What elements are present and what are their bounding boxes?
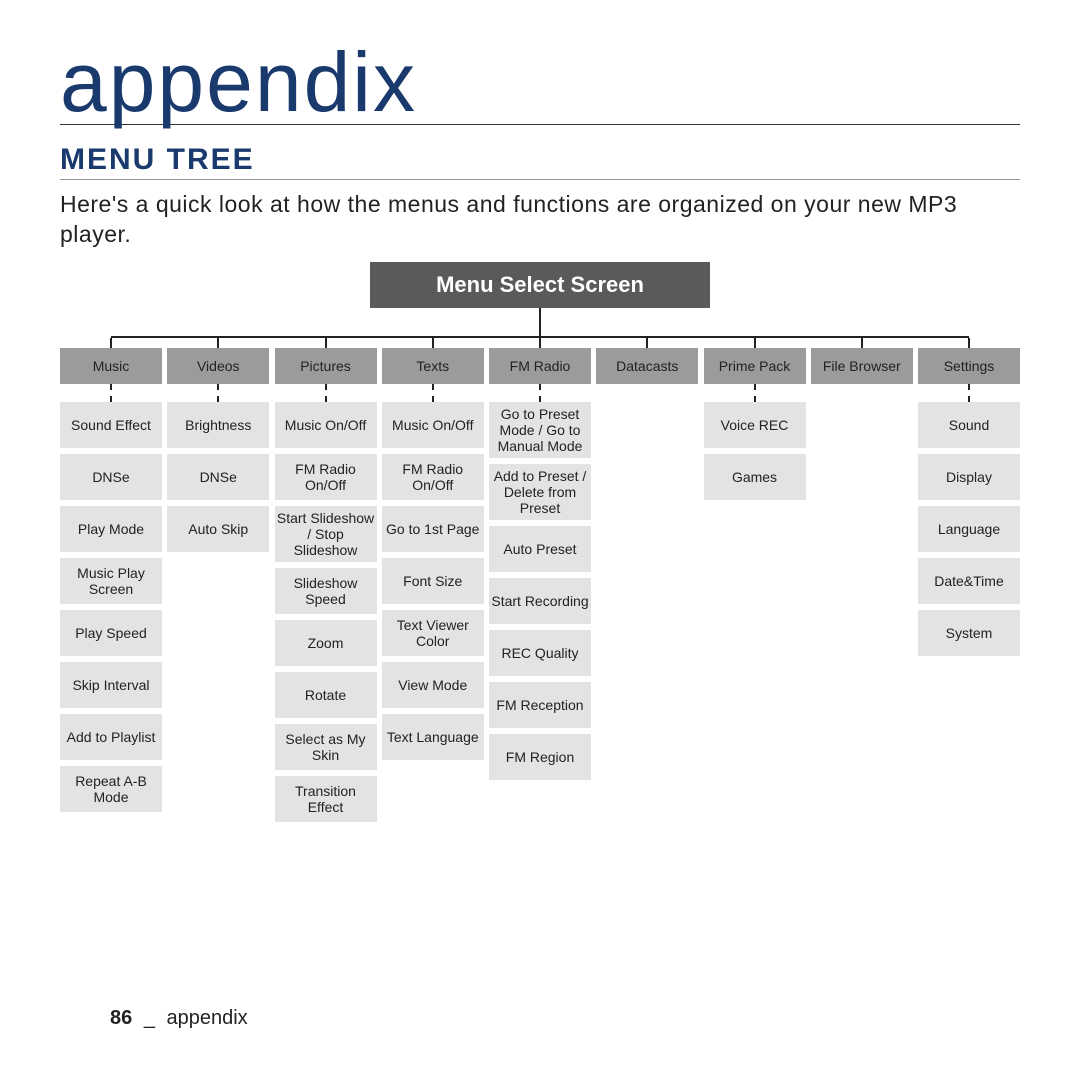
- category-box: File Browser: [811, 348, 913, 384]
- menu-item: Brightness: [167, 402, 269, 448]
- intro-text: Here's a quick look at how the menus and…: [60, 190, 1020, 250]
- menu-item: Font Size: [382, 558, 484, 604]
- page-footer: 86 _ appendix: [110, 1007, 248, 1030]
- menu-item: Play Speed: [60, 610, 162, 656]
- tree-column: Settings Sound Display Language Date&Time Sys…: [918, 338, 1020, 828]
- menu-item: Slideshow Speed: [275, 568, 377, 614]
- menu-item: Sound: [918, 402, 1020, 448]
- tree-column: Prime Pack Voice REC Games: [704, 338, 806, 828]
- category-items: Go to Preset Mode / Go to Manual Mode Add…: [489, 402, 591, 787]
- tree-tick: [968, 338, 970, 348]
- tree-root: Menu Select Screen: [370, 262, 710, 308]
- category-items: Voice REC Games: [704, 402, 806, 506]
- menu-item: Skip Interval: [60, 662, 162, 708]
- tree-column: Music Sound Effect DNSe Play Mode Music Play…: [60, 338, 162, 828]
- tree-hbar: [111, 336, 969, 338]
- menu-item: Date&Time: [918, 558, 1020, 604]
- category-box: Videos: [167, 348, 269, 384]
- menu-item: Start Slideshow / Stop Slideshow: [275, 506, 377, 562]
- menu-item: View Mode: [382, 662, 484, 708]
- tree-dash: [754, 384, 756, 402]
- category-box: FM Radio: [489, 348, 591, 384]
- tree-column: Pictures Music On/Off FM Radio On/Off Start…: [275, 338, 377, 828]
- category-box: Datacasts: [596, 348, 698, 384]
- menu-item: Games: [704, 454, 806, 500]
- menu-item: Start Recording: [489, 578, 591, 624]
- tree-column: File Browser: [811, 338, 913, 828]
- menu-item: FM Radio On/Off: [382, 454, 484, 500]
- tree-columns: MusicSound EffectDNSePlay ModeMusic Play…: [60, 338, 1020, 828]
- page-number: 86: [110, 1007, 132, 1029]
- category-items: Brightness DNSe Auto Skip: [167, 402, 269, 558]
- menu-item: Voice REC: [704, 402, 806, 448]
- menu-item: Music On/Off: [275, 402, 377, 448]
- category-box: Pictures: [275, 348, 377, 384]
- tree-tick: [110, 338, 112, 348]
- menu-item: Auto Preset: [489, 526, 591, 572]
- category-box: Settings: [918, 348, 1020, 384]
- category-items: Music On/Off FM Radio On/Off Start Slidesh…: [275, 402, 377, 828]
- tree-tick: [754, 338, 756, 348]
- menu-item: DNSe: [167, 454, 269, 500]
- tree-dash: [325, 384, 327, 402]
- tree-column: Texts Music On/Off FM Radio On/Off Go to 1s…: [382, 338, 484, 828]
- menu-item: Auto Skip: [167, 506, 269, 552]
- menu-item: Music On/Off: [382, 402, 484, 448]
- menu-item: System: [918, 610, 1020, 656]
- menu-item: Transition Effect: [275, 776, 377, 822]
- footer-label: appendix: [167, 1007, 248, 1029]
- tree-tick: [539, 338, 541, 348]
- tree-tick: [432, 338, 434, 348]
- tree-column: FM Radio Go to Preset Mode / Go to Manual…: [489, 338, 591, 828]
- menu-item: Go to 1st Page: [382, 506, 484, 552]
- category-box: Music: [60, 348, 162, 384]
- tree-column: Datacasts: [596, 338, 698, 828]
- tree-dash: [217, 384, 219, 402]
- menu-item: FM Reception: [489, 682, 591, 728]
- category-box: Prime Pack: [704, 348, 806, 384]
- tree-tick: [325, 338, 327, 348]
- menu-item: Text Language: [382, 714, 484, 760]
- menu-item: REC Quality: [489, 630, 591, 676]
- tree-dash: [539, 384, 541, 402]
- menu-item: FM Radio On/Off: [275, 454, 377, 500]
- menu-item: Play Mode: [60, 506, 162, 552]
- menu-item: FM Region: [489, 734, 591, 780]
- menu-item: Zoom: [275, 620, 377, 666]
- menu-item: Language: [918, 506, 1020, 552]
- menu-item: Add to Playlist: [60, 714, 162, 760]
- tree-dash: [110, 384, 112, 402]
- tree-dash: [432, 384, 434, 402]
- category-items: Sound Effect DNSe Play Mode Music Play Scre…: [60, 402, 162, 818]
- menu-item: Select as My Skin: [275, 724, 377, 770]
- tree-tick: [217, 338, 219, 348]
- menu-item: Rotate: [275, 672, 377, 718]
- tree-dash: [968, 384, 970, 402]
- tree-column: Videos Brightness DNSe Auto Skip: [167, 338, 269, 828]
- tree-tick: [646, 338, 648, 348]
- menu-item: Display: [918, 454, 1020, 500]
- menu-item: Add to Preset / Delete from Preset: [489, 464, 591, 520]
- category-items: Music On/Off FM Radio On/Off Go to 1st Pag…: [382, 402, 484, 766]
- footer-sep: _: [144, 1007, 155, 1029]
- tree-connector: [539, 308, 541, 336]
- section-title: MENU TREE: [60, 143, 1020, 180]
- category-items: Sound Display Language Date&Time System: [918, 402, 1020, 662]
- menu-item: Repeat A-B Mode: [60, 766, 162, 812]
- chapter-title: appendix: [60, 40, 1020, 125]
- tree-tick: [861, 338, 863, 348]
- menu-item: Go to Preset Mode / Go to Manual Mode: [489, 402, 591, 458]
- menu-item: Text Viewer Color: [382, 610, 484, 656]
- menu-tree: Menu Select Screen MusicSound EffectDNSe…: [60, 262, 1020, 828]
- menu-item: Sound Effect: [60, 402, 162, 448]
- menu-item: DNSe: [60, 454, 162, 500]
- category-box: Texts: [382, 348, 484, 384]
- menu-item: Music Play Screen: [60, 558, 162, 604]
